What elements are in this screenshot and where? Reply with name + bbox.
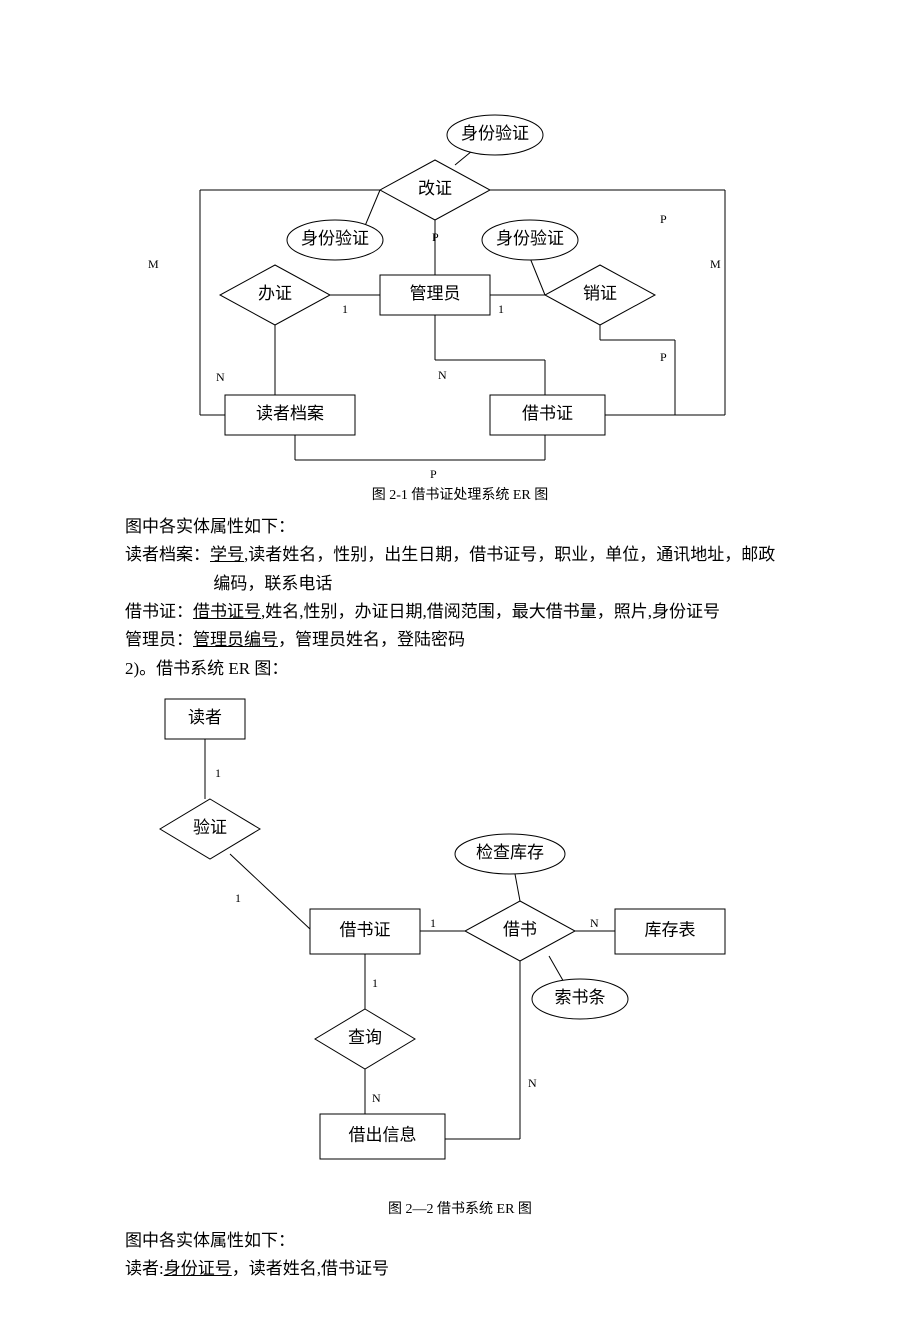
attr-line: 编码，联系电话	[125, 571, 810, 597]
svg-text:1: 1	[430, 916, 436, 930]
svg-text:借书证: 借书证	[340, 920, 391, 939]
er-diagram-2: 验证借书查询 检查库存索书条 读者借书证 库存表借出信息 1 1 1 N 1 N N	[0, 684, 920, 1194]
heading-1: 图中各实体属性如下：	[125, 514, 810, 540]
svg-text:销证: 销证	[583, 284, 617, 303]
svg-text:N: N	[438, 368, 447, 382]
svg-text:库存表: 库存表	[645, 920, 696, 939]
svg-text:借书: 借书	[503, 920, 537, 939]
svg-text:P: P	[660, 350, 667, 364]
svg-text:1: 1	[498, 302, 504, 316]
heading-2: 图中各实体属性如下：	[125, 1228, 810, 1254]
svg-text:验证: 验证	[193, 818, 227, 837]
svg-text:1: 1	[215, 766, 221, 780]
svg-text:办证: 办证	[258, 284, 292, 303]
svg-text:N: N	[372, 1091, 381, 1105]
svg-text:N: N	[590, 916, 599, 930]
svg-text:读者档案: 读者档案	[256, 404, 324, 423]
attr-line: 管理员：管理员编号，管理员姓名，登陆密码	[125, 627, 810, 653]
svg-text:读者: 读者	[188, 708, 222, 727]
svg-text:M: M	[148, 257, 159, 271]
attr-line: 读者档案：学号,读者姓名，性别，出生日期，借书证号，职业，单位，通讯地址，邮政	[125, 542, 810, 568]
caption-2: 图 2—2 借书系统 ER 图	[0, 1198, 920, 1218]
svg-text:借出信息: 借出信息	[349, 1125, 417, 1144]
svg-text:借书证: 借书证	[522, 404, 573, 423]
caption-1: 图 2-1 借书证处理系统 ER 图	[0, 484, 920, 504]
entity-attrs-1: 图中各实体属性如下： 读者档案：学号,读者姓名，性别，出生日期，借书证号，职业，…	[0, 514, 920, 682]
svg-text:身份验证: 身份验证	[301, 229, 369, 248]
svg-text:身份验证: 身份验证	[461, 124, 529, 143]
svg-text:查询: 查询	[348, 1028, 382, 1047]
svg-text:N: N	[216, 370, 225, 384]
svg-text:管理员: 管理员	[410, 284, 461, 303]
svg-text:1: 1	[372, 976, 378, 990]
svg-text:M: M	[710, 257, 721, 271]
section-2-heading: 2)。借书系统 ER 图：	[125, 656, 810, 682]
svg-text:检查库存: 检查库存	[476, 843, 544, 862]
attr-line: 借书证：借书证号,姓名,性别，办证日期,借阅范围，最大借书量，照片,身份证号	[125, 599, 810, 625]
svg-text:索书条: 索书条	[555, 988, 606, 1007]
entity-attrs-2: 图中各实体属性如下： 读者:身份证号，读者姓名,借书证号	[0, 1228, 920, 1283]
svg-text:1: 1	[235, 891, 241, 905]
svg-text:身份验证: 身份验证	[496, 229, 564, 248]
svg-text:P: P	[432, 230, 439, 244]
attr-line: 读者:身份证号，读者姓名,借书证号	[125, 1256, 810, 1282]
svg-text:1: 1	[342, 302, 348, 316]
svg-text:P: P	[430, 467, 437, 480]
er-diagram-1: 改证办证销证身份验证身份验证身份验证管理员读者档案借书证PPMM11NNPP	[0, 60, 920, 480]
svg-text:N: N	[528, 1076, 537, 1090]
svg-text:改证: 改证	[418, 179, 452, 198]
svg-text:P: P	[660, 212, 667, 226]
